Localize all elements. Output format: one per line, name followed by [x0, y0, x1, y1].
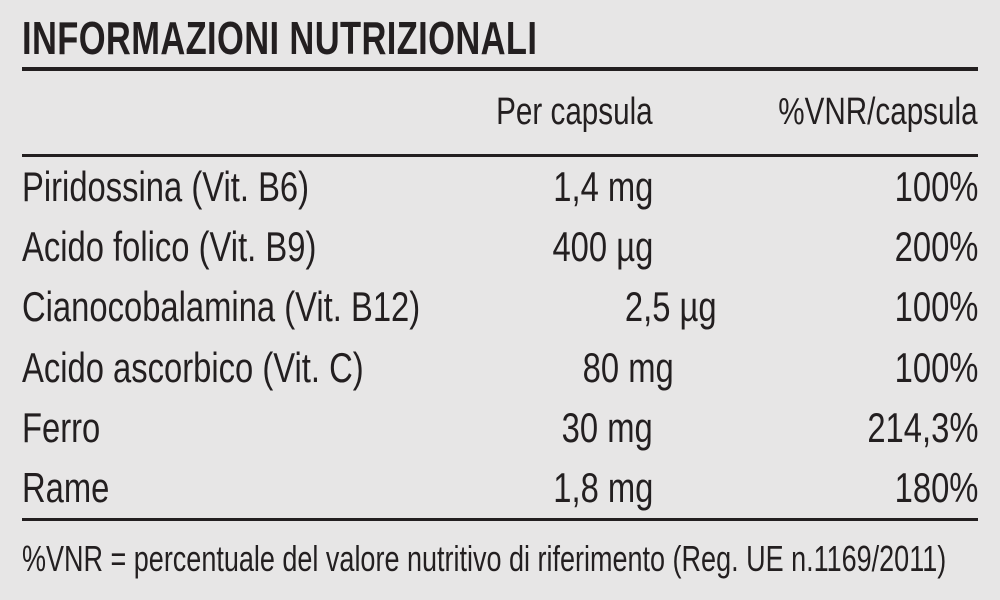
amount-value: 1,4 mg	[552, 162, 653, 210]
nutrient-name: Acido folico (Vit. B9)	[22, 222, 317, 270]
column-header-per-capsula-label: Per capsula	[496, 91, 653, 133]
table-row: Cianocobalamina (Vit. B12) 2,5 µg 100%	[22, 277, 978, 337]
header-separator-rule	[22, 154, 978, 157]
footnote: %VNR = percentuale del valore nutritivo …	[22, 521, 978, 597]
table-row: Rame 1,8 mg 180%	[22, 458, 978, 518]
column-header-vnr-capsula: %VNR/capsula	[653, 91, 978, 134]
nutrient-name: Piridossina (Vit. B6)	[22, 162, 310, 210]
vnr-value: 200%	[894, 222, 978, 270]
amount-value: 2,5 µg	[624, 283, 717, 331]
table-row: Ferro 30 mg 214,3%	[22, 398, 978, 458]
nutrient-name: Rame	[22, 464, 110, 512]
table-row: Acido ascorbico (Vit. C) 80 mg 100%	[22, 337, 978, 397]
vnr-value: 100%	[894, 162, 978, 210]
amount-value: 1,8 mg	[552, 464, 653, 512]
nutrient-name: Ferro	[22, 403, 101, 451]
footnote-text: %VNR = percentuale del valore nutritivo …	[22, 537, 947, 579]
nutrient-name: Cianocobalamina (Vit. B12)	[22, 283, 421, 331]
vnr-value: 100%	[894, 283, 978, 331]
table-body: Piridossina (Vit. B6) 1,4 mg 100% Acido …	[22, 157, 978, 519]
table-row: Acido folico (Vit. B9) 400 µg 200%	[22, 217, 978, 277]
footer-separator-rule	[22, 518, 978, 521]
column-header-per-capsula: Per capsula	[425, 91, 653, 134]
page-title: INFORMAZIONI NUTRIZIONALI	[22, 12, 538, 64]
nutrient-name: Acido ascorbico (Vit. C)	[22, 343, 364, 391]
column-header-vnr-capsula-label: %VNR/capsula	[778, 91, 978, 133]
amount-value: 80 mg	[582, 343, 674, 391]
amount-value: 30 mg	[561, 403, 653, 451]
vnr-value: 180%	[894, 464, 978, 512]
title-rule	[22, 67, 978, 71]
amount-value: 400 µg	[552, 222, 653, 270]
vnr-value: 214,3%	[866, 403, 978, 451]
table-row: Piridossina (Vit. B6) 1,4 mg 100%	[22, 157, 978, 217]
vnr-value: 100%	[894, 343, 978, 391]
table-header-row: Per capsula %VNR/capsula	[22, 71, 978, 154]
